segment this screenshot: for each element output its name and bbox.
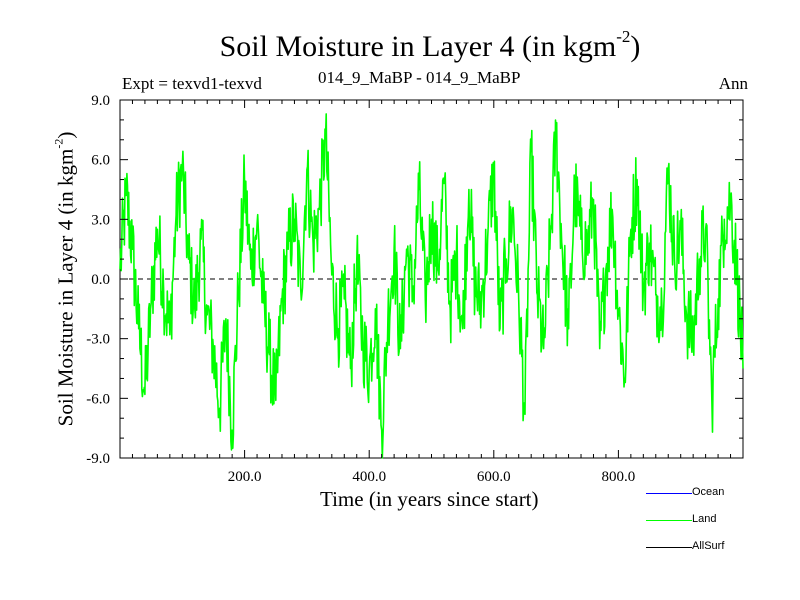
x-tick-label: 400.0 xyxy=(352,469,386,485)
legend-swatch xyxy=(646,520,692,521)
legend-label: Ocean xyxy=(692,486,725,498)
x-tick-label: 200.0 xyxy=(228,469,262,485)
x-tick-label: 600.0 xyxy=(477,469,511,485)
ticks xyxy=(120,99,743,459)
y-axis-label: Soil Moisture in Layer 4 (in kgm-2) xyxy=(51,131,78,427)
x-axis-label: Time (in years since start) xyxy=(320,487,539,511)
legend-swatch xyxy=(646,493,692,494)
y-tick-label: -3.0 xyxy=(86,332,110,348)
y-tick-label: -6.0 xyxy=(86,391,110,407)
x-tick-label: 800.0 xyxy=(602,469,636,485)
series-group xyxy=(119,113,744,459)
legend-label: AllSurf xyxy=(692,540,725,552)
legend-label: Land xyxy=(692,513,717,525)
y-tick-label: 6.0 xyxy=(91,153,110,169)
y-tick-label: 3.0 xyxy=(91,212,110,228)
y-tick-label: -9.0 xyxy=(86,451,110,467)
period-label: 014_9_MaBP - 014_9_MaBP xyxy=(318,68,521,87)
y-tick-label: 9.0 xyxy=(91,93,110,109)
tick-labels: 200.0 400.0 600.0 800.0 -9.0 -6.0 -3.0 0.0 3.0 6.… xyxy=(86,93,635,485)
y-tick-label: 0.0 xyxy=(91,272,110,288)
series-land-line xyxy=(119,113,744,459)
chart-title: Soil Moisture in Layer 4 (in kgm-2) xyxy=(219,27,641,63)
season-label: Ann xyxy=(718,74,748,93)
legend-swatch xyxy=(646,547,692,548)
experiment-label: Expt = texvd1-texvd xyxy=(122,74,262,93)
